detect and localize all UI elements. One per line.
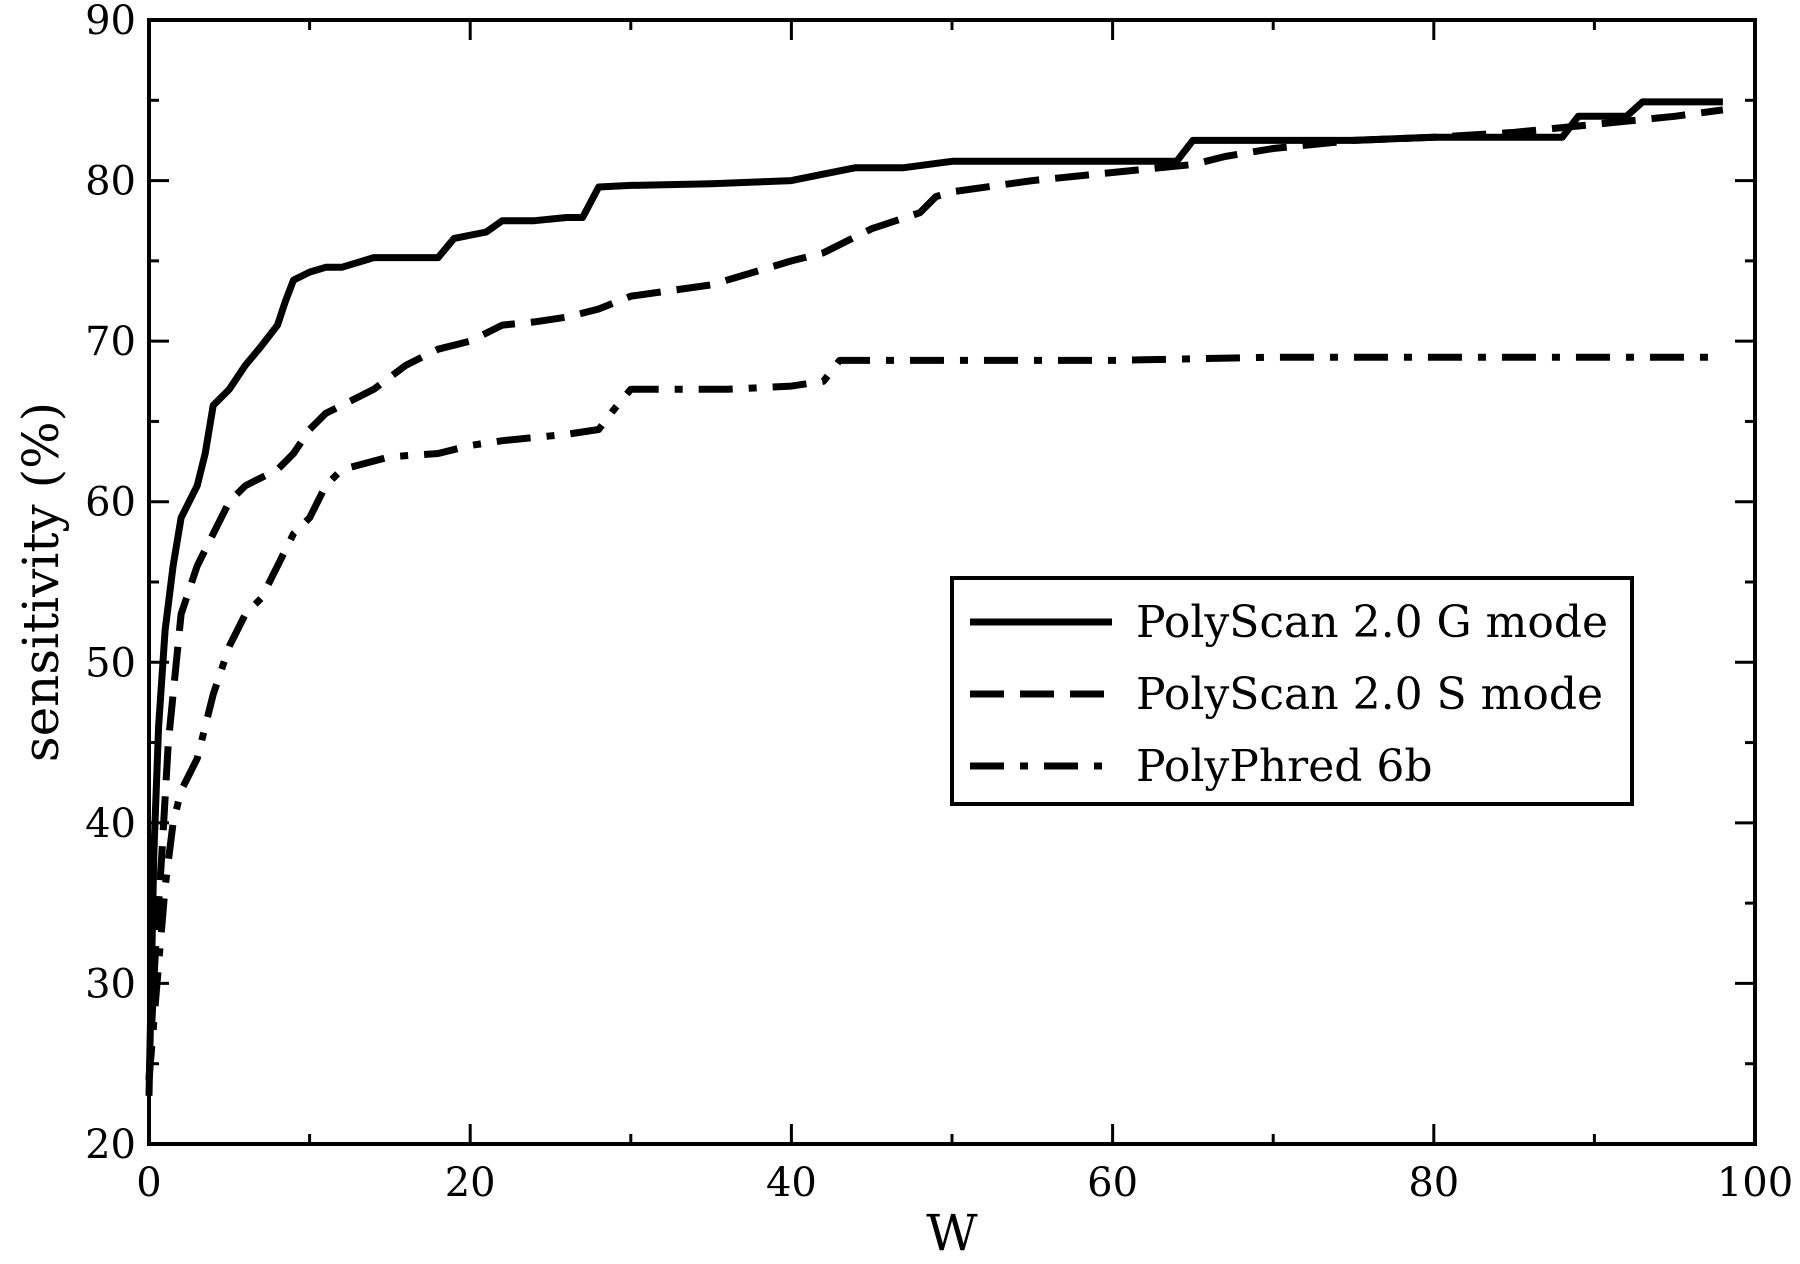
legend-label: PolyPhred 6b bbox=[1136, 741, 1433, 792]
x-axis-title: W bbox=[926, 1204, 978, 1262]
x-tick-label: 80 bbox=[1408, 1160, 1459, 1206]
legend-label: PolyScan 2.0 S mode bbox=[1136, 669, 1603, 720]
series-lines bbox=[145, 98, 1724, 1096]
x-tick-label: 100 bbox=[1717, 1160, 1793, 1206]
x-tick-label: 60 bbox=[1087, 1160, 1138, 1206]
series-line-polyscan-2-0-s-mode bbox=[145, 106, 1724, 1080]
legend: PolyScan 2.0 G mode PolyScan 2.0 S mode Po… bbox=[950, 576, 1634, 806]
axis-ticks bbox=[147, 18, 1757, 1146]
y-tick-label: 30 bbox=[85, 961, 136, 1007]
x-tick-label: 40 bbox=[766, 1160, 817, 1206]
y-tick-label: 70 bbox=[85, 319, 136, 365]
y-tick-label: 40 bbox=[85, 801, 136, 847]
y-tick-label: 60 bbox=[85, 480, 136, 526]
y-axis-title: sensitivity (%) bbox=[12, 402, 70, 762]
y-tick-label: 80 bbox=[85, 159, 136, 205]
y-tick-label: 50 bbox=[85, 640, 136, 686]
y-tick-label: 90 bbox=[85, 0, 136, 44]
x-tick-label: 0 bbox=[136, 1160, 161, 1206]
x-tick-label: 20 bbox=[445, 1160, 496, 1206]
y-tick-label: 20 bbox=[85, 1122, 136, 1168]
series-line-polyphred-6b bbox=[145, 353, 1723, 1081]
legend-label: PolyScan 2.0 G mode bbox=[1136, 597, 1608, 648]
